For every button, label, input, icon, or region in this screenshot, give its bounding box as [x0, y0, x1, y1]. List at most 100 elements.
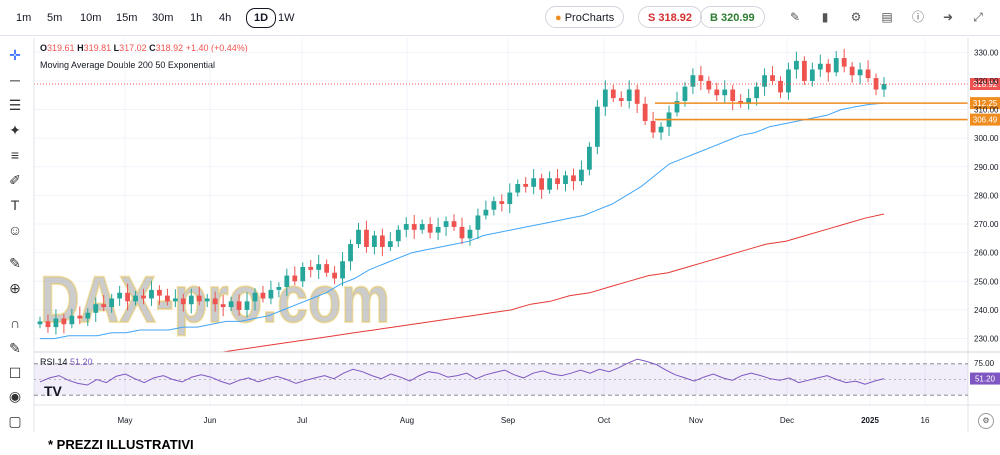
text-lines-icon[interactable]: ☰: [8, 97, 22, 113]
candle-body: [762, 75, 767, 87]
magnet-icon[interactable]: ∩: [9, 315, 21, 331]
candle-body: [324, 264, 330, 273]
procharts-logo-icon: ●: [555, 12, 562, 24]
candle-body: [610, 89, 616, 99]
candle-body: [523, 183, 529, 187]
emoji-icon[interactable]: ☺: [7, 222, 23, 238]
candle-body: [77, 315, 83, 319]
text-tool-icon[interactable]: T: [10, 197, 20, 213]
candle-body: [300, 266, 306, 282]
y-tick-label: 290.00: [974, 163, 999, 172]
change-value: +1.40 (+0.44%): [185, 43, 248, 53]
candle-body: [411, 224, 417, 230]
x-tick-label: Jun: [204, 416, 217, 425]
x-tick-label: May: [117, 416, 132, 425]
candle-body: [236, 301, 242, 310]
horizontal-line-icon[interactable]: ─: [10, 72, 20, 88]
collapse-icon[interactable]: ⤢: [973, 10, 983, 24]
y-tick-label: 330.00: [974, 48, 999, 57]
candle-body: [308, 266, 314, 270]
x-tick-label: Jul: [297, 416, 307, 425]
rsi-value: 51.20: [70, 357, 93, 367]
y-tick-label: 280.00: [974, 191, 999, 200]
y-tick-label: 270.00: [974, 220, 999, 229]
buy-button[interactable]: B 320.99: [700, 6, 765, 28]
timeframe-5m[interactable]: 5m: [47, 12, 63, 24]
candle-body: [881, 84, 887, 90]
y-tick-label: 260.00: [974, 249, 999, 258]
candle-body: [539, 178, 545, 190]
pattern-icon[interactable]: ✦: [9, 122, 21, 138]
indicators-icon[interactable]: ▤: [881, 10, 893, 24]
sell-button[interactable]: S 318.92: [638, 6, 703, 28]
rsi-pane: 75.00 51.20: [34, 358, 1000, 396]
x-tick-label: 2025: [861, 416, 879, 425]
share-icon[interactable]: ➜: [942, 10, 954, 24]
rsi-label: RSI 14: [40, 357, 68, 367]
timeframe-10m[interactable]: 10m: [80, 12, 102, 24]
lock-draw-icon[interactable]: ✎: [9, 340, 21, 356]
candle-body: [364, 229, 369, 247]
y-tick-label: 300.00: [974, 134, 999, 143]
candle-body: [93, 304, 99, 313]
crosshair-icon[interactable]: ✛: [9, 47, 21, 63]
ruler-icon[interactable]: ✎: [9, 255, 21, 271]
timeframe-15m[interactable]: 15m: [116, 12, 138, 24]
pencil-icon[interactable]: ✎: [789, 10, 801, 24]
candle-body: [117, 292, 123, 299]
candle-body: [515, 183, 521, 193]
candle-body: [379, 235, 385, 247]
candle-body: [427, 224, 433, 233]
zoom-icon[interactable]: ⊕: [9, 280, 21, 296]
candle-body: [268, 289, 274, 299]
candle-body: [794, 60, 799, 70]
candle-body: [403, 224, 409, 230]
candle-body: [602, 89, 608, 107]
candle-body: [833, 58, 839, 73]
timeframe-1D[interactable]: 1D: [246, 8, 277, 28]
candle-body: [491, 201, 497, 210]
ema200-path: [219, 213, 885, 352]
last-price-badge: [970, 78, 1000, 91]
timeframe-1W[interactable]: 1W: [278, 12, 295, 24]
candle-body: [220, 304, 226, 308]
settings-gear-icon[interactable]: ⚙: [978, 413, 994, 429]
candle-body: [435, 226, 441, 233]
x-tick-label: Sep: [501, 416, 516, 425]
candle-body: [730, 89, 736, 101]
x-tick-label: Aug: [400, 416, 414, 425]
candle-body: [634, 89, 640, 104]
candle-body: [555, 178, 560, 184]
tradingview-logo-icon: TV: [44, 383, 62, 399]
bar-chart-icon[interactable]: ▮: [821, 10, 829, 24]
brush-icon[interactable]: ✐: [9, 172, 21, 188]
lock-icon[interactable]: ☐: [8, 365, 22, 381]
candle-body: [825, 63, 831, 73]
trash-icon[interactable]: ▢: [8, 413, 22, 429]
candle-body: [125, 292, 130, 302]
procharts-button[interactable]: ● ProCharts: [545, 6, 625, 28]
candle-body: [507, 192, 513, 205]
timeframe-4h[interactable]: 4h: [219, 12, 232, 24]
candle-body: [594, 106, 600, 147]
eye-icon[interactable]: ◉: [8, 388, 22, 404]
candle-body: [316, 264, 322, 270]
candle-body: [483, 209, 489, 216]
high-value: 319.81: [83, 43, 112, 53]
candle-body: [164, 295, 170, 302]
timeframe-30m[interactable]: 30m: [152, 12, 174, 24]
rsi-line: [39, 358, 885, 386]
candle-body: [801, 60, 807, 81]
candle-body: [61, 318, 67, 325]
candle-body: [133, 295, 138, 302]
measure-lines-icon[interactable]: ≡: [10, 147, 20, 163]
timeframe-1m[interactable]: 1m: [16, 12, 32, 24]
candle-body: [188, 295, 194, 305]
candle-body: [372, 235, 377, 247]
candle-body: [395, 229, 401, 242]
timeframe-1h[interactable]: 1h: [190, 12, 203, 24]
high-label: H: [77, 43, 84, 53]
gear-icon[interactable]: ⚙: [850, 10, 862, 24]
alert-icon[interactable]: ⓘ: [911, 10, 924, 24]
